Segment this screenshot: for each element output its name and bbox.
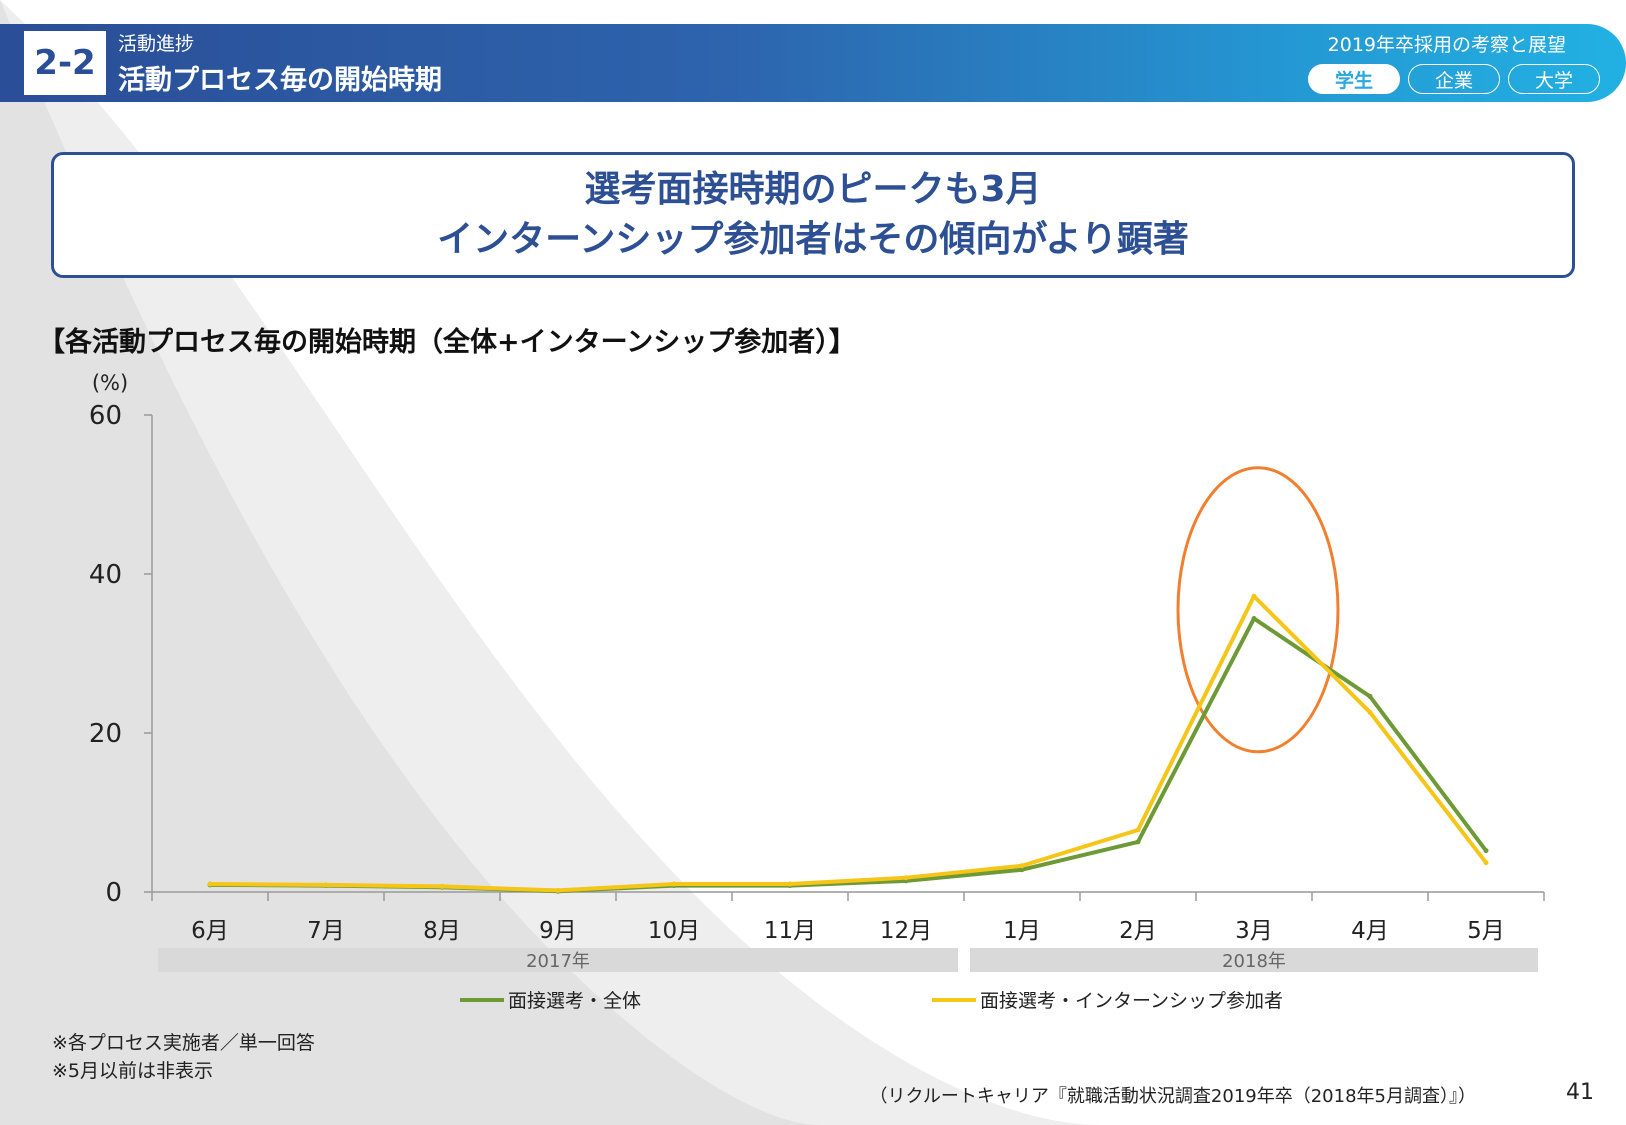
y-tick-label: 20 bbox=[89, 719, 122, 749]
y-tick-label: 0 bbox=[105, 878, 122, 908]
page-number: 41 bbox=[1566, 1080, 1594, 1105]
data-point bbox=[671, 881, 677, 887]
x-tick-label: 4月 bbox=[1351, 918, 1389, 944]
legend-label-1: 面接選考・全体 bbox=[508, 990, 641, 1012]
section-subtitle: 活動進捗 bbox=[118, 33, 195, 55]
section-title: 活動プロセス毎の開始時期 bbox=[118, 65, 442, 96]
data-point bbox=[903, 875, 909, 881]
year-band-label: 2017年 bbox=[526, 951, 590, 972]
report-title: 2019年卒採用の考察と展望 bbox=[1327, 34, 1566, 56]
data-point bbox=[1251, 593, 1257, 599]
headline-box: 選考面接時期のピークも3月 インターンシップ参加者はその傾向がより顕著 bbox=[51, 152, 1575, 278]
source-citation: （リクルートキャリア『就職活動状況調査2019年卒（2018年5月調査）』） bbox=[869, 1086, 1476, 1107]
headline-line-2: インターンシップ参加者はその傾向がより顕著 bbox=[437, 219, 1189, 260]
x-tick-label: 7月 bbox=[307, 918, 345, 944]
x-tick-label: 8月 bbox=[423, 918, 461, 944]
peak-highlight-ellipse bbox=[1176, 466, 1340, 754]
x-tick-label: 10月 bbox=[648, 918, 700, 944]
data-point bbox=[323, 882, 329, 888]
tab-company[interactable]: 企業 bbox=[1408, 64, 1500, 94]
data-point bbox=[787, 881, 793, 887]
series-line-1 bbox=[209, 616, 1488, 894]
legend-label-2: 面接選考・インターンシップ参加者 bbox=[980, 990, 1283, 1012]
note-2: ※5月以前は非表示 bbox=[52, 1060, 214, 1082]
y-tick-label: 60 bbox=[89, 401, 122, 431]
data-point bbox=[1135, 839, 1141, 845]
data-point bbox=[207, 881, 213, 887]
x-tick-label: 3月 bbox=[1235, 918, 1273, 944]
data-point bbox=[439, 883, 445, 889]
year-band-label: 2018年 bbox=[1222, 951, 1286, 972]
data-point bbox=[1483, 848, 1489, 854]
section-header: 2-2 活動進捗 活動プロセス毎の開始時期 2019年卒採用の考察と展望 学生 … bbox=[0, 24, 1626, 102]
x-tick-label: 5月 bbox=[1467, 918, 1505, 944]
year-band bbox=[970, 948, 1538, 972]
tab-university[interactable]: 大学 bbox=[1508, 64, 1600, 94]
data-point bbox=[1019, 867, 1025, 873]
data-point bbox=[1019, 863, 1025, 869]
data-point bbox=[1135, 827, 1141, 833]
data-point bbox=[1367, 693, 1373, 699]
data-point bbox=[555, 887, 561, 893]
y-tick-label: 40 bbox=[89, 560, 122, 590]
headline-line-1: 選考面接時期のピークも3月 bbox=[584, 169, 1042, 210]
tab-student[interactable]: 学生 bbox=[1308, 64, 1400, 94]
x-tick-label: 9月 bbox=[539, 918, 577, 944]
series-line-2 bbox=[209, 594, 1488, 893]
x-tick-label: 1月 bbox=[1003, 918, 1041, 944]
chart-title: 【各活動プロセス毎の開始時期（全体+インターンシップ参加者）】 bbox=[38, 327, 856, 358]
x-tick-label: 6月 bbox=[191, 918, 229, 944]
year-band bbox=[158, 948, 958, 972]
x-tick-label: 12月 bbox=[880, 918, 932, 944]
note-1: ※各プロセス実施者／単一回答 bbox=[52, 1032, 315, 1054]
x-tick-label: 2月 bbox=[1119, 918, 1157, 944]
audience-tabs: 学生 企業 大学 bbox=[1308, 64, 1600, 94]
y-axis-unit: (%) bbox=[92, 371, 128, 395]
section-number: 2-2 bbox=[24, 31, 106, 95]
x-tick-label: 11月 bbox=[764, 918, 816, 944]
data-point bbox=[1483, 860, 1489, 866]
data-point bbox=[1367, 709, 1373, 715]
data-point bbox=[1251, 616, 1257, 622]
